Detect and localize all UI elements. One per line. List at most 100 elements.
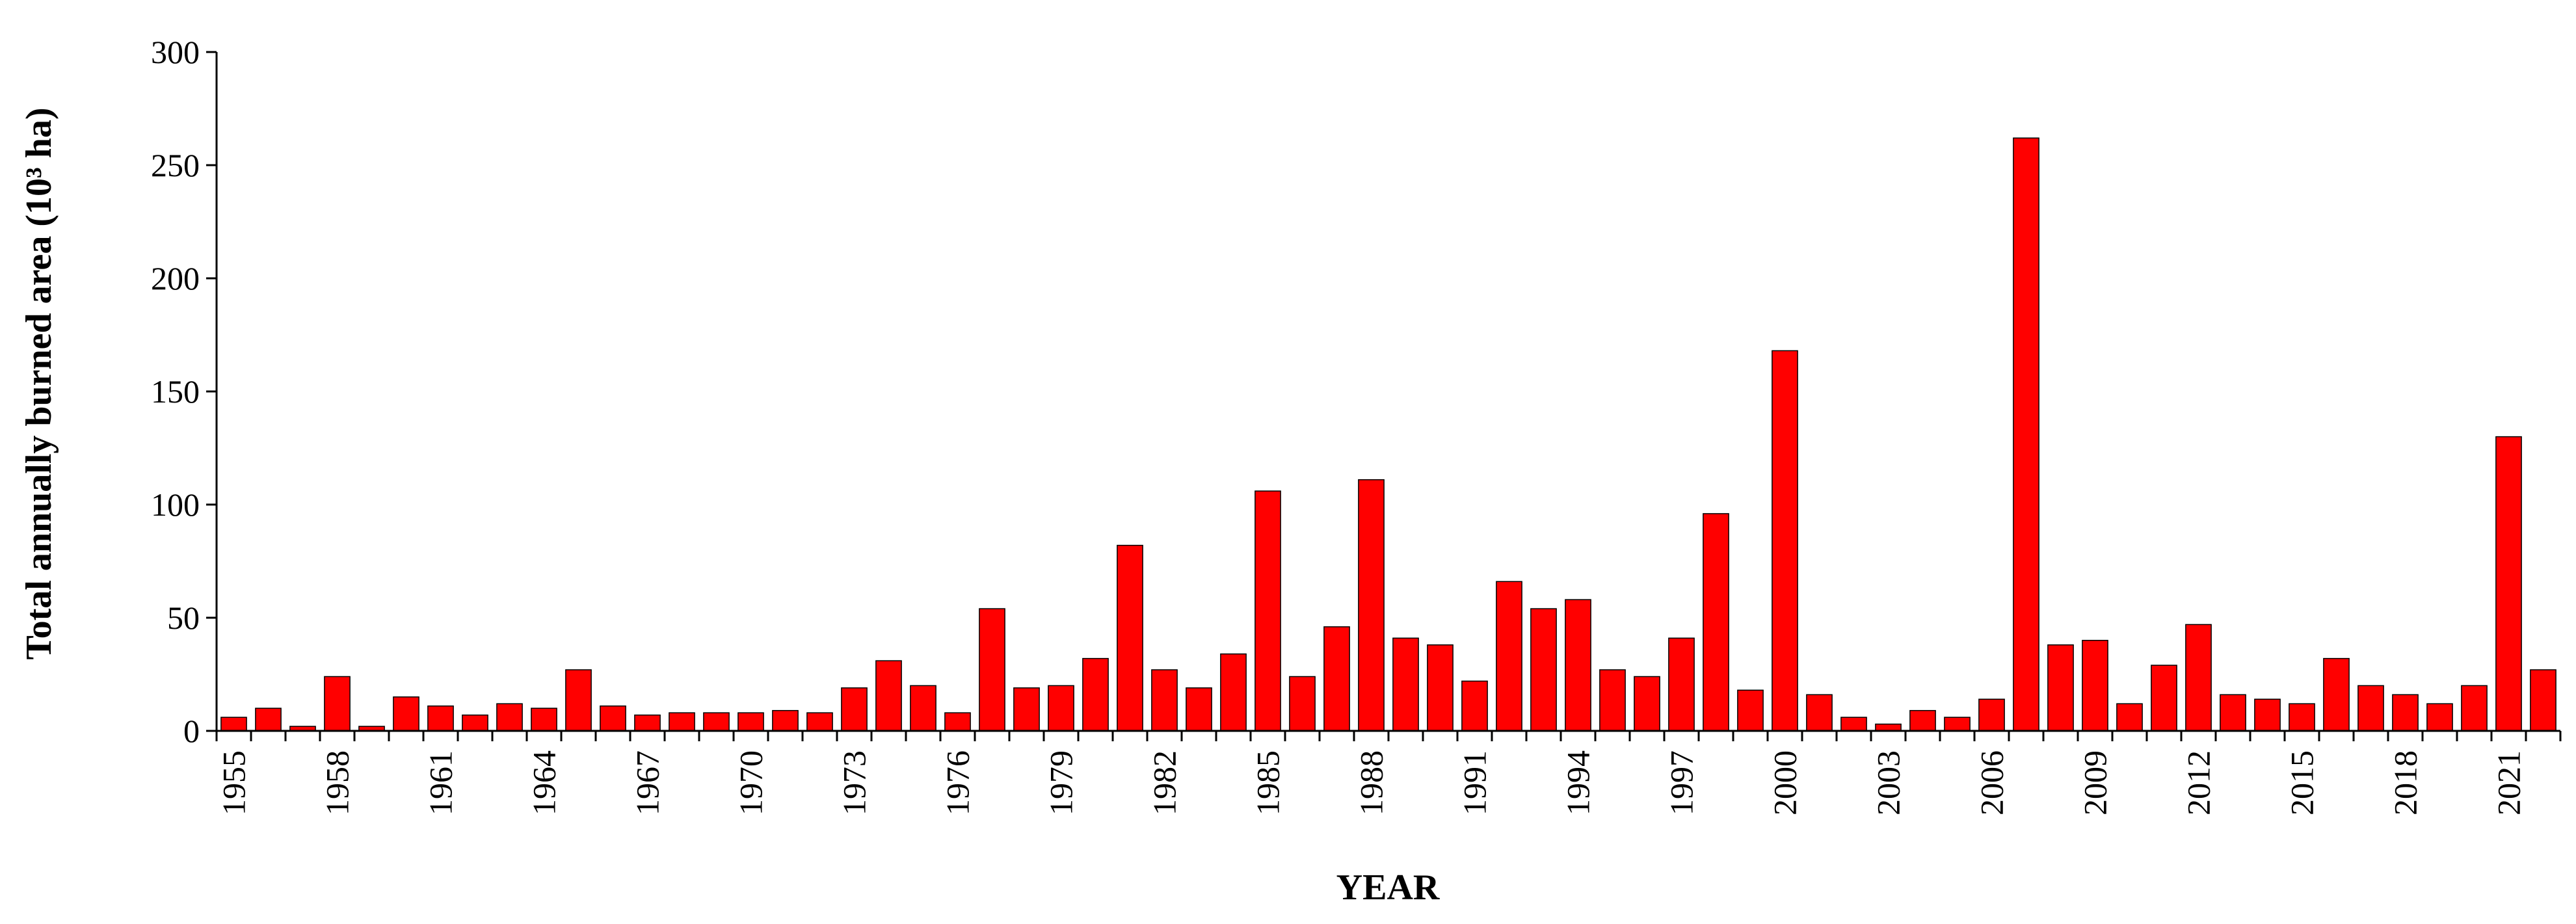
y-tick-label: 200 (151, 260, 200, 297)
bar-1993 (1530, 608, 1557, 732)
bar-1963 (496, 703, 523, 732)
bar-2008 (2047, 644, 2074, 732)
y-tick-label: 150 (151, 373, 200, 410)
bar-1995 (1599, 669, 1626, 732)
bar-2000 (1772, 350, 1798, 732)
x-tick-label: 1970 (733, 750, 769, 815)
bar-1966 (600, 705, 626, 732)
x-tick-label: 2000 (1767, 750, 1803, 815)
bar-1982 (1151, 669, 1178, 732)
bar-2013 (2220, 694, 2246, 732)
bar-2005 (1944, 717, 1971, 732)
bar-1970 (737, 712, 764, 732)
bar-2016 (2323, 657, 2350, 732)
x-tick-label: 1991 (1457, 750, 1493, 815)
bar-1981 (1117, 544, 1143, 732)
bar-1978 (1013, 687, 1040, 732)
bar-1975 (910, 685, 936, 732)
bar-1968 (669, 712, 695, 732)
x-tick-label: 2003 (1870, 750, 1907, 815)
bar-2006 (1978, 698, 2005, 732)
bar-1985 (1255, 490, 1281, 732)
bar-1997 (1668, 637, 1695, 732)
bar-2014 (2254, 698, 2281, 732)
bar-1983 (1186, 687, 1212, 732)
x-tick-label: 2009 (2077, 750, 2114, 815)
bar-2020 (2461, 685, 2488, 732)
y-tick-label: 0 (183, 713, 200, 749)
bar-1977 (979, 608, 1005, 732)
bar-1984 (1220, 653, 1247, 732)
bar-1962 (462, 714, 488, 732)
bar-1992 (1496, 581, 1522, 732)
x-tick-label: 1997 (1664, 750, 1700, 815)
bar-1987 (1323, 626, 1350, 732)
x-tick-label: 2021 (2491, 750, 2527, 815)
bar-1991 (1461, 680, 1488, 732)
bar-2002 (1840, 717, 1867, 732)
bar-1976 (944, 712, 971, 732)
y-tick-label: 300 (151, 34, 200, 70)
bar-1989 (1392, 637, 1419, 732)
bar-2001 (1806, 694, 1833, 732)
bar-1986 (1289, 676, 1316, 732)
bar-1964 (531, 707, 557, 732)
x-tick-label: 1961 (423, 750, 459, 815)
bar-1980 (1082, 657, 1109, 732)
x-tick-label: 1973 (836, 750, 873, 815)
x-tick-label: 1988 (1353, 750, 1390, 815)
bar-1999 (1737, 689, 1764, 732)
bar-1961 (427, 705, 454, 732)
bar-2011 (2151, 665, 2177, 732)
bar-2017 (2357, 685, 2384, 732)
x-tick-label: 1979 (1043, 750, 1080, 815)
y-tick-label: 50 (167, 600, 200, 636)
bar-1973 (841, 687, 868, 732)
x-tick-label: 2012 (2181, 750, 2217, 815)
x-tick-label: 1976 (940, 750, 976, 815)
x-tick-label: 1967 (630, 750, 666, 815)
x-axis-title: YEAR (1336, 867, 1440, 908)
x-tick-label: 2006 (1974, 750, 2010, 815)
bar-1967 (634, 714, 661, 732)
bar-1960 (393, 696, 419, 732)
x-tick-label: 1955 (216, 750, 252, 815)
bar-1971 (772, 709, 799, 732)
y-axis-ticks: 0 50 100 150 200 250 300 (151, 34, 217, 749)
x-axis-ticks: 1955 1958 1961 1964 1967 1970 1973 1976 1979 1982… (215, 731, 2562, 815)
bar-2018 (2392, 694, 2419, 732)
bar-2019 (2426, 703, 2453, 732)
bar-1958 (324, 676, 351, 732)
bar-1996 (1634, 676, 1660, 732)
x-tick-label: 1964 (526, 750, 563, 815)
x-tick-label: 2018 (2387, 750, 2424, 815)
bar-1956 (255, 707, 282, 732)
bar-2007 (2013, 137, 2039, 732)
x-tick-label: 2015 (2284, 750, 2320, 815)
bar-1994 (1565, 599, 1591, 732)
x-tick-label: 1994 (1560, 750, 1597, 815)
bar-1988 (1358, 479, 1385, 732)
x-tick-label: 1985 (1250, 750, 1286, 815)
bar-2015 (2289, 703, 2315, 732)
bar-1965 (565, 669, 592, 732)
x-tick-label: 1958 (319, 750, 356, 815)
bars (220, 137, 2556, 732)
bar-1998 (1703, 513, 1729, 732)
y-tick-label: 250 (151, 147, 200, 183)
bar-1969 (703, 712, 730, 732)
bar-2003 (1875, 723, 1902, 732)
y-axis-title: Total annually burned area (10³ ha) (19, 107, 59, 659)
bar-2010 (2116, 703, 2143, 732)
bar-2022 (2530, 669, 2556, 732)
bar-1979 (1048, 685, 1074, 732)
bar-2009 (2082, 640, 2108, 732)
bar-1974 (875, 660, 902, 732)
bar-2021 (2495, 436, 2522, 732)
bar-1990 (1427, 644, 1454, 732)
y-tick-label: 100 (151, 486, 200, 523)
x-tick-label: 1982 (1147, 750, 1183, 815)
bar-1955 (220, 717, 247, 732)
bar-1972 (806, 712, 833, 732)
